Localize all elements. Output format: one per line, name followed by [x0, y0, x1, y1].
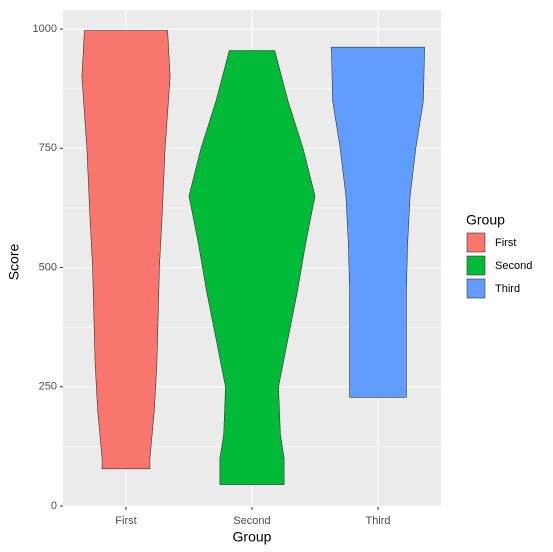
violin [81, 30, 171, 470]
legend-label: Second [495, 260, 532, 272]
legend-key [466, 232, 486, 253]
y-tick-label: 0 [51, 500, 57, 512]
y-axis-title: Score [6, 244, 22, 281]
legend-key [466, 255, 486, 276]
x-tick-label: Second [233, 515, 270, 527]
y-tick-label: 250 [39, 381, 57, 393]
y-tick-label: 1000 [33, 23, 57, 35]
legend-key [466, 278, 486, 299]
y-tick-label: 750 [39, 142, 57, 154]
legend-label: First [495, 237, 516, 249]
y-tick-label: 500 [39, 261, 57, 273]
x-axis-title: Group [233, 529, 272, 545]
violin [331, 46, 425, 398]
legend-title: Group [466, 212, 505, 228]
x-tick-label: First [115, 515, 136, 527]
legend-label: Third [495, 283, 520, 295]
x-tick-label: Third [365, 515, 390, 527]
violin [188, 50, 316, 485]
